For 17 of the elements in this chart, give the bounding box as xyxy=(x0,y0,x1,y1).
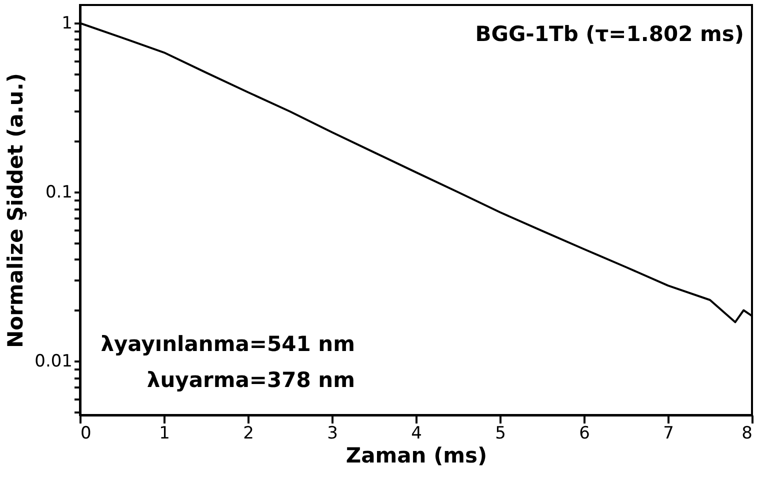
y-tick-label: 1 xyxy=(62,14,72,34)
x-tick-label: 1 xyxy=(159,424,170,444)
annotation: λyayınlanma=541 nm xyxy=(100,332,355,356)
x-tick-label: 3 xyxy=(327,424,338,444)
x-tick-label: 7 xyxy=(663,424,674,444)
annotation: BGG-1Tb (τ=1.802 ms) xyxy=(475,22,744,46)
x-tick-label: 2 xyxy=(243,424,254,444)
x-tick-label: 4 xyxy=(411,424,422,444)
x-tick-label: 5 xyxy=(495,424,506,444)
y-tick-label: 0.01 xyxy=(34,352,72,372)
x-tick-label: 0 xyxy=(80,424,92,444)
annotation: λuyarma=378 nm xyxy=(146,368,355,392)
y-tick-label: 0.1 xyxy=(45,182,72,203)
x-axis-title: Zaman (ms) xyxy=(346,444,488,468)
x-tick-label: 8 xyxy=(742,424,752,444)
x-tick-label: 6 xyxy=(579,424,590,444)
y-axis-title: Normalize Şiddet (a.u.) xyxy=(4,73,28,348)
